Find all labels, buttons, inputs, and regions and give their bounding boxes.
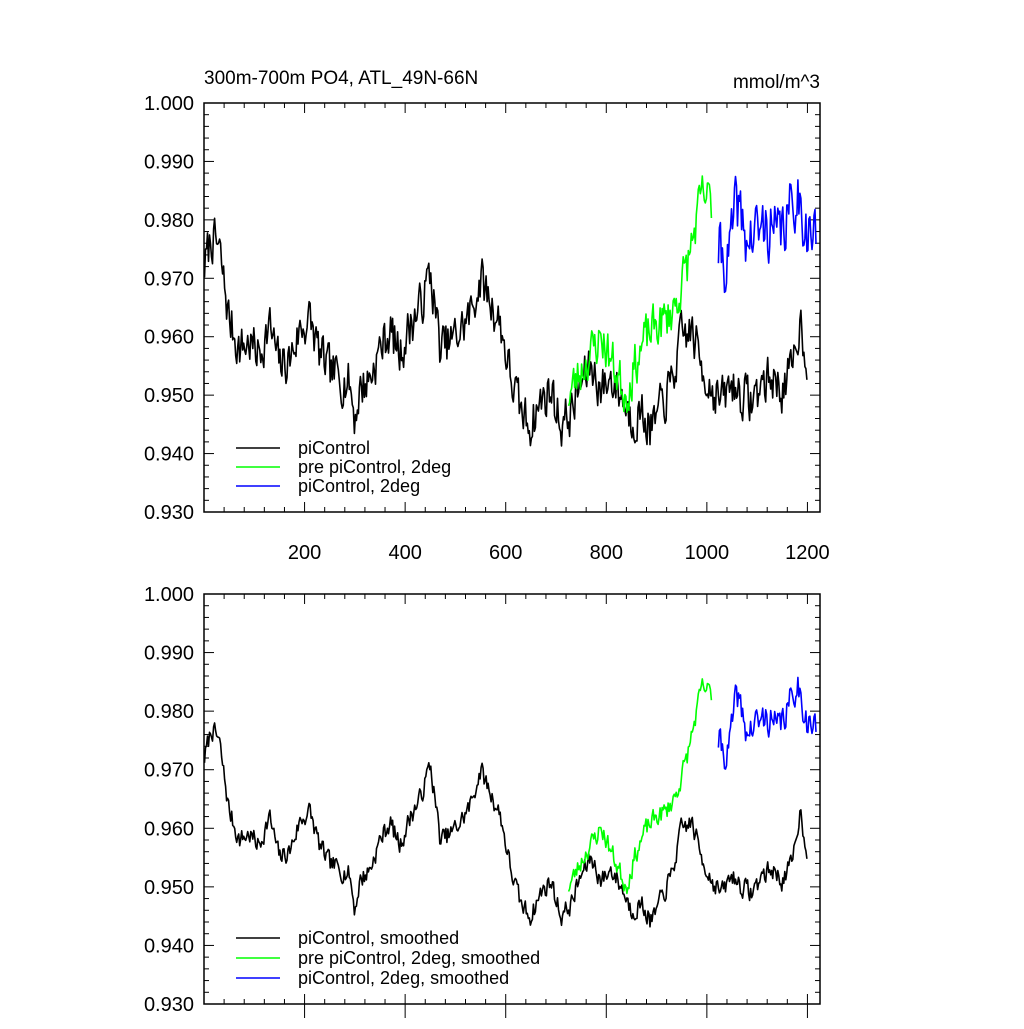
chart-title: 300m-700m PO4, ATL_49N-66N [204, 68, 478, 89]
top-series-group [203, 175, 817, 447]
y-tick-label: 0.950 [144, 877, 194, 899]
y-tick-label: 0.980 [144, 210, 194, 232]
y-tick-label: 0.990 [144, 151, 194, 173]
top-plot-frame [203, 102, 821, 513]
top-axis-ticks: 0.930 0.940 0.950 0.960 0.970 0.980 0.990 1.000… [144, 93, 830, 564]
y-tick-label: 0.930 [144, 994, 194, 1016]
x-tick-label: 800 [590, 542, 623, 564]
bottom-panel: 0.930 0.940 0.950 0.960 0.970 0.980 0.990 1.000… [144, 584, 821, 1018]
bottom-series-group [203, 676, 817, 928]
units-label: mmol/m^3 [733, 72, 820, 93]
legend-label-1: pre piControl, 2deg, smoothed [298, 948, 540, 968]
legend-label-0: piControl, smoothed [298, 928, 459, 948]
y-tick-label: 0.990 [144, 643, 194, 665]
y-tick-label: 0.940 [144, 935, 194, 957]
series-line-2 [717, 175, 817, 294]
y-tick-label: 0.970 [144, 760, 194, 782]
y-tick-label: 0.950 [144, 385, 194, 407]
y-tick-label: 1.000 [144, 584, 194, 606]
y-tick-label: 0.980 [144, 701, 194, 723]
bottom-plot-frame [203, 593, 821, 1005]
legend-label-2: piControl, 2deg [298, 476, 420, 496]
x-tick-label: 600 [489, 542, 522, 564]
x-tick-label: 400 [388, 542, 421, 564]
legend-label-1: pre piControl, 2deg [298, 457, 451, 477]
legend-label-0: piControl [298, 438, 370, 458]
series-line-0 [203, 722, 808, 928]
series-line-1 [567, 175, 713, 414]
y-tick-label: 0.960 [144, 327, 194, 349]
x-tick-label: 1200 [785, 542, 830, 564]
x-tick-label: 200 [288, 542, 321, 564]
y-tick-label: 0.970 [144, 268, 194, 290]
series-line-1 [567, 678, 713, 895]
x-tick-label: 1000 [685, 542, 730, 564]
series-line-0 [203, 217, 808, 447]
y-tick-label: 1.000 [144, 93, 194, 115]
y-tick-label: 0.960 [144, 818, 194, 840]
top-panel: 300m-700m PO4, ATL_49N-66N mmol/m^3 0.93… [144, 68, 830, 564]
series-line-2 [717, 676, 817, 770]
y-tick-label: 0.930 [144, 502, 194, 524]
y-tick-label: 0.940 [144, 444, 194, 466]
legend-label-2: piControl, 2deg, smoothed [298, 968, 509, 988]
